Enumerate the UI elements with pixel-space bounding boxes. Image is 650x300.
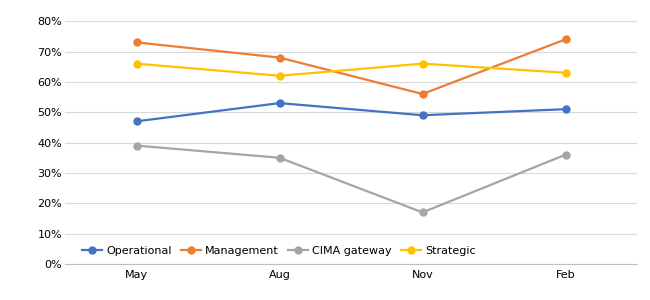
Management — [276, 56, 283, 59]
Line: Management: Management — [133, 36, 569, 98]
Strategic — [133, 62, 140, 65]
Management — [133, 40, 140, 44]
Operational — [276, 101, 283, 105]
Strategic — [276, 74, 283, 78]
Strategic — [419, 62, 426, 65]
Operational — [419, 113, 426, 117]
Legend: Operational, Management, CIMA gateway, Strategic: Operational, Management, CIMA gateway, S… — [82, 246, 476, 256]
CIMA gateway — [419, 211, 426, 214]
Line: CIMA gateway: CIMA gateway — [133, 142, 569, 216]
Operational — [133, 119, 140, 123]
CIMA gateway — [133, 144, 140, 147]
Line: Strategic: Strategic — [133, 60, 569, 79]
Strategic — [562, 71, 569, 74]
CIMA gateway — [562, 153, 569, 157]
Management — [419, 92, 426, 96]
Operational — [562, 107, 569, 111]
Management — [562, 38, 569, 41]
Line: Operational: Operational — [133, 100, 569, 125]
CIMA gateway — [276, 156, 283, 160]
